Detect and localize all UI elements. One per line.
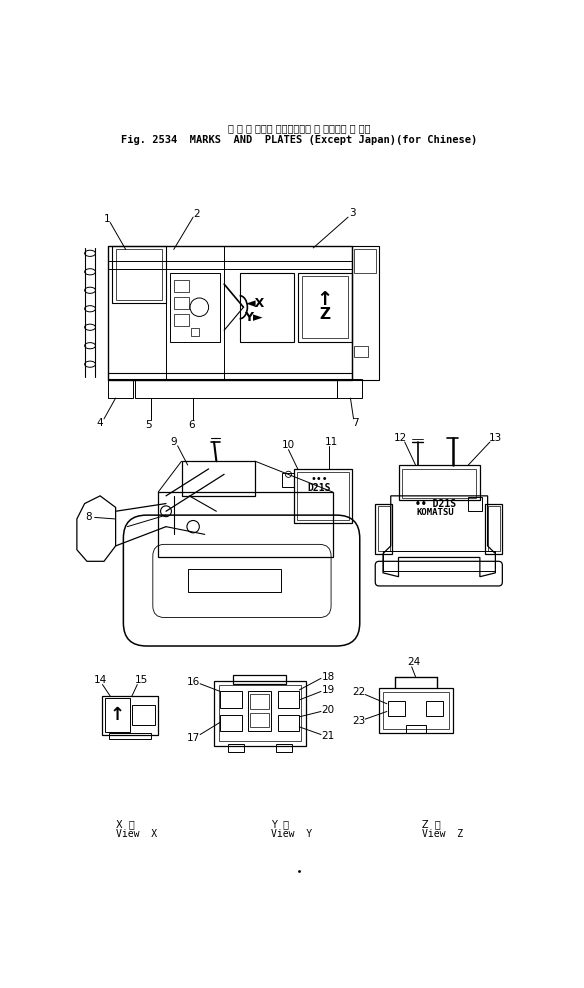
Bar [174,281,189,291]
Text: Z  視: Z 視 [422,819,440,829]
Bar [234,675,286,684]
Text: •• D21S: •• D21S [415,499,456,509]
Bar [294,469,352,523]
Bar [102,697,158,734]
Text: 20: 20 [321,704,335,715]
Text: 24: 24 [408,657,420,667]
Bar [187,569,281,592]
Text: D21S: D21S [308,483,331,493]
Text: Z: Z [319,307,331,322]
Bar [398,465,480,500]
Text: 21: 21 [321,731,335,741]
Text: Y  視: Y 視 [270,819,288,829]
Bar [170,273,220,342]
Bar [378,506,390,551]
Text: 22: 22 [352,688,366,698]
Bar [105,699,130,732]
Text: 17: 17 [187,733,200,743]
Bar [135,378,336,398]
Bar [251,713,269,727]
Bar [383,693,449,729]
Text: 15: 15 [134,675,148,685]
Text: 3: 3 [349,208,355,218]
Text: 5: 5 [145,420,151,430]
Bar [383,551,495,570]
Text: 8: 8 [85,512,92,522]
Bar [488,506,500,551]
Bar [158,492,333,557]
Bar [485,504,502,553]
Text: View  Z: View Z [422,829,463,839]
Text: 1: 1 [104,213,110,223]
Bar [239,273,294,342]
Bar [112,246,166,303]
Bar [388,700,405,716]
Bar [301,277,348,338]
Text: ↑: ↑ [110,706,125,724]
Bar [228,744,244,752]
Bar [354,346,369,358]
Text: •••: ••• [311,474,328,484]
Bar [214,681,305,746]
Text: View  Y: View Y [270,829,312,839]
Text: 13: 13 [489,433,502,443]
Bar [108,246,352,380]
Bar [282,473,294,487]
Bar [109,733,151,739]
Bar [220,692,242,708]
Bar [379,689,453,733]
Text: 4: 4 [97,419,103,429]
Text: 2: 2 [194,209,200,219]
Bar [251,694,269,709]
Text: 19: 19 [321,685,335,695]
Text: 18: 18 [321,672,335,682]
Bar [277,692,299,708]
Text: 12: 12 [394,433,406,443]
Text: ◄X: ◄X [245,296,265,310]
Text: View  X: View X [116,829,157,839]
Text: KOMATSU: KOMATSU [417,508,454,518]
Bar [468,497,482,511]
Bar [220,714,242,731]
Bar [174,314,189,326]
Bar [426,700,443,716]
Text: 7: 7 [353,419,359,429]
Bar [182,461,255,496]
Bar [248,692,272,731]
Bar [298,273,352,342]
Bar [352,246,379,380]
Bar [406,725,426,733]
Bar [108,378,134,398]
Bar [277,714,299,731]
Text: 16: 16 [187,677,200,688]
Bar [132,705,155,724]
Bar [354,249,376,273]
Bar [376,504,392,553]
Bar [402,469,476,498]
Bar [116,249,162,299]
Text: 14: 14 [94,675,107,685]
Text: 10: 10 [282,440,295,451]
Text: 23: 23 [352,716,366,726]
Bar [297,472,349,520]
Text: マ ー ク および プレート（海 外 向）（中 国 向）: マ ー ク および プレート（海 外 向）（中 国 向） [228,123,371,132]
Text: Y►: Y► [244,310,263,324]
Text: X  視: X 視 [116,819,134,829]
Bar [174,297,189,309]
Bar [218,686,301,741]
Text: Fig. 2534  MARKS  AND  PLATES (Except Japan)(for Chinese): Fig. 2534 MARKS AND PLATES (Except Japan… [121,135,478,145]
Text: 6: 6 [188,420,195,430]
Text: 9: 9 [171,437,177,447]
Text: 11: 11 [325,437,338,447]
Bar [336,378,362,398]
Text: ↑: ↑ [317,290,333,309]
Bar [191,328,199,336]
Bar [276,744,291,752]
